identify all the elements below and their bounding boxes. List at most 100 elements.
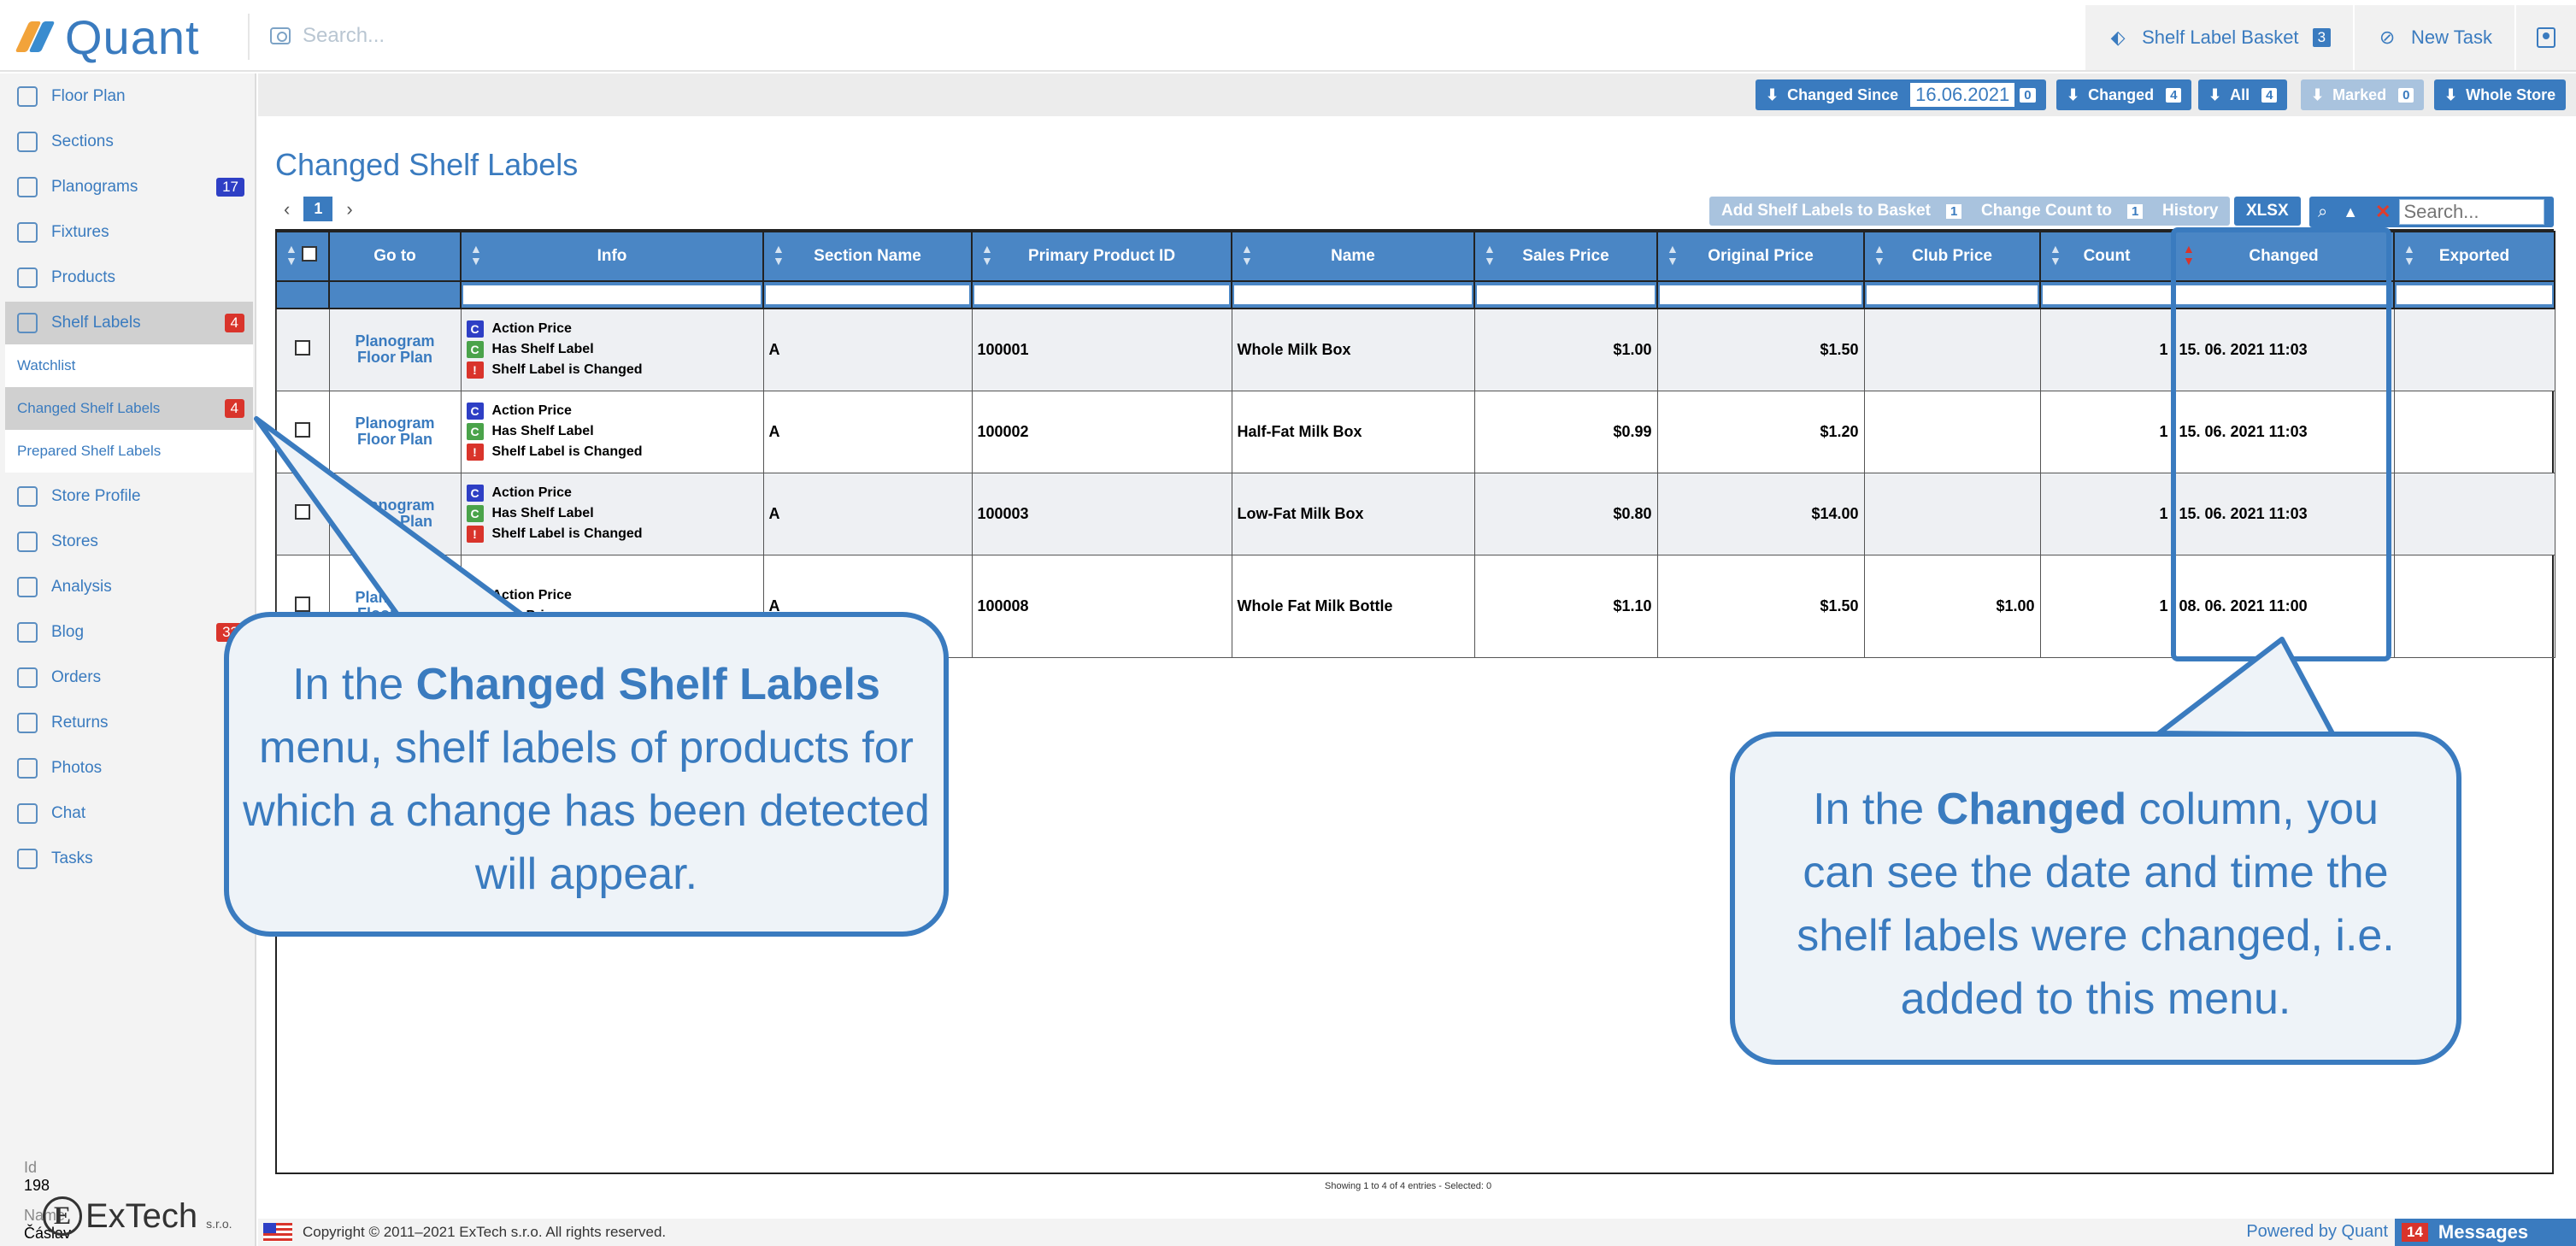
sidebar-subitem-watchlist[interactable]: Watchlist xyxy=(5,344,253,387)
sidebar-item-blog[interactable]: Blog 33 xyxy=(5,611,253,654)
table-search-input[interactable] xyxy=(2399,199,2545,225)
column-header[interactable]: ▲ ▼ Name xyxy=(1231,231,1475,282)
row-checkbox[interactable] xyxy=(295,339,310,356)
goto-planogram-link[interactable]: Planogram xyxy=(355,497,435,514)
filter-input[interactable] xyxy=(2043,285,2171,304)
sort-icon[interactable]: ▲ ▼ xyxy=(773,242,785,267)
filter-input[interactable] xyxy=(2397,285,2552,304)
shelf-label-basket-button[interactable]: ⬖ Shelf Label Basket 3 xyxy=(2085,5,2354,70)
changed-since-button[interactable]: ⬇ Changed Since 16.06.2021 0 xyxy=(1756,79,2046,110)
row-checkbox[interactable] xyxy=(295,421,310,438)
global-search[interactable]: Search... xyxy=(270,21,385,51)
filter-cell[interactable] xyxy=(2393,280,2555,309)
filter-input[interactable] xyxy=(1477,285,1655,304)
sidebar-item-planograms[interactable]: Planograms 17 xyxy=(5,166,253,209)
prev-page-icon[interactable]: ‹ xyxy=(284,197,291,220)
search-icon[interactable]: ⌕ xyxy=(2318,202,2328,221)
row-select-cell[interactable] xyxy=(275,308,330,391)
sort-icon[interactable]: ▲ ▼ xyxy=(2050,242,2061,267)
next-page-icon[interactable]: › xyxy=(346,197,353,220)
column-header[interactable]: ▲ ▼ Count xyxy=(2039,231,2174,282)
filter-input[interactable] xyxy=(1660,285,1861,304)
filter-cell[interactable] xyxy=(460,280,764,309)
sidebar-item-tasks[interactable]: Tasks xyxy=(5,838,253,880)
sidebar-item-floor-plan[interactable]: Floor Plan xyxy=(5,75,253,118)
sidebar-subitem-changed-shelf-labels[interactable]: Changed Shelf Labels 4 xyxy=(5,387,253,430)
filter-cell[interactable] xyxy=(762,280,973,309)
row-checkbox[interactable] xyxy=(295,596,310,612)
goto-planogram-link[interactable]: Planogram xyxy=(355,589,435,606)
quant-logo[interactable]: Quant xyxy=(15,10,200,64)
filter-input[interactable] xyxy=(1867,285,2038,304)
sort-icon[interactable]: ▲ ▼ xyxy=(1667,242,1679,267)
sidebar-item-orders[interactable]: Orders xyxy=(5,656,253,699)
filter-input[interactable] xyxy=(463,285,761,304)
column-header[interactable]: ▲ ▼ Primary Product ID xyxy=(971,231,1232,282)
sort-icon[interactable]: ▲ ▼ xyxy=(470,242,482,267)
xlsx-button[interactable]: XLSX xyxy=(2234,197,2301,226)
new-task-button[interactable]: ⊘ New Task xyxy=(2355,5,2514,70)
row-select-cell[interactable] xyxy=(275,390,330,473)
sidebar-item-stores[interactable]: Stores xyxy=(5,520,253,563)
sort-icon[interactable]: ▲ ▼ xyxy=(1484,242,1496,267)
row-select-cell[interactable] xyxy=(275,472,330,555)
sidebar-item-photos[interactable]: Photos xyxy=(5,747,253,790)
sidebar-item-fixtures[interactable]: Fixtures xyxy=(5,211,253,254)
change-count-value[interactable]: 1 xyxy=(2127,203,2144,219)
sort-icon[interactable]: ▲ ▼ xyxy=(2403,242,2415,267)
clear-icon[interactable]: ✕ xyxy=(2375,201,2391,222)
whole-store-button[interactable]: ⬇ Whole Store xyxy=(2434,79,2567,110)
sidebar-item-products[interactable]: Products xyxy=(5,256,253,299)
table-row[interactable]: Planogram Floor Plan C Action Price C Has S… xyxy=(275,308,2555,391)
filter-cell[interactable] xyxy=(1863,280,2041,309)
us-flag-icon[interactable] xyxy=(263,1223,292,1242)
powered-by-link[interactable]: Powered by Quant xyxy=(2246,1222,2388,1241)
filter-input[interactable] xyxy=(974,285,1229,304)
sidebar-item-store-profile[interactable]: Store Profile xyxy=(5,475,253,518)
changed-since-date-input[interactable]: 16.06.2021 xyxy=(1910,83,2015,107)
goto-floor-plan-link[interactable]: Floor Plan xyxy=(356,431,432,448)
all-button[interactable]: ⬇ All 4 xyxy=(2198,79,2288,110)
filter-cell[interactable] xyxy=(2039,280,2174,309)
select-all-checkbox[interactable] xyxy=(302,246,317,262)
goto-floor-plan-link[interactable]: Floor Plan xyxy=(356,349,432,367)
filter-input[interactable] xyxy=(2176,285,2391,304)
column-header[interactable]: ▲ ▼ Club Price xyxy=(1863,231,2041,282)
marked-button[interactable]: ⬇ Marked 0 xyxy=(2301,79,2425,110)
filter-cell[interactable] xyxy=(1231,280,1475,309)
sidebar-item-analysis[interactable]: Analysis xyxy=(5,566,253,608)
history-button[interactable]: History xyxy=(2150,197,2231,226)
filter-input[interactable] xyxy=(766,285,969,304)
filter-input[interactable] xyxy=(1234,285,1472,304)
sidebar-subitem-prepared-shelf-labels[interactable]: Prepared Shelf Labels xyxy=(5,430,253,473)
column-header[interactable]: ▲ ▼ Changed xyxy=(2173,231,2395,282)
add-to-basket-count[interactable]: 1 xyxy=(1945,203,1962,219)
sidebar-item-returns[interactable]: Returns xyxy=(5,702,253,744)
goto-planogram-link[interactable]: Planogram xyxy=(355,332,435,350)
select-all-header[interactable]: ▲ ▼ xyxy=(275,231,330,282)
row-checkbox[interactable] xyxy=(295,503,310,520)
sort-icon[interactable]: ▲ ▼ xyxy=(1873,242,1885,267)
sort-desc-icon[interactable]: ▲ ▼ xyxy=(2183,242,2195,267)
sidebar-item-shelf-labels[interactable]: Shelf Labels 4 xyxy=(5,302,253,344)
filter-cell[interactable] xyxy=(2173,280,2395,309)
sort-icon[interactable]: ▲ ▼ xyxy=(981,242,993,267)
column-header[interactable]: ▲ ▼ Info xyxy=(460,231,764,282)
column-header[interactable]: ▲ ▼ Original Price xyxy=(1656,231,1865,282)
filter-cell[interactable] xyxy=(971,280,1232,309)
column-header[interactable]: ▲ ▼ Sales Price xyxy=(1473,231,1658,282)
filter-cell[interactable] xyxy=(1656,280,1865,309)
goto-floor-plan-link[interactable]: Floor Plan xyxy=(356,513,432,530)
sort-icon[interactable]: ▲ ▼ xyxy=(1241,242,1253,267)
changed-button[interactable]: ⬇ Changed 4 xyxy=(2056,79,2192,110)
arrow-up-icon[interactable]: ▲ xyxy=(2343,203,2359,220)
user-profile-button[interactable] xyxy=(2516,5,2576,70)
camera-icon[interactable] xyxy=(270,27,291,44)
add-to-basket-button[interactable]: Add Shelf Labels to Basket 1 xyxy=(1709,197,1974,226)
messages-button[interactable]: 14 Messages xyxy=(2395,1219,2576,1246)
goto-planogram-link[interactable]: Planogram xyxy=(355,414,435,432)
page-1-button[interactable]: 1 xyxy=(303,197,333,221)
